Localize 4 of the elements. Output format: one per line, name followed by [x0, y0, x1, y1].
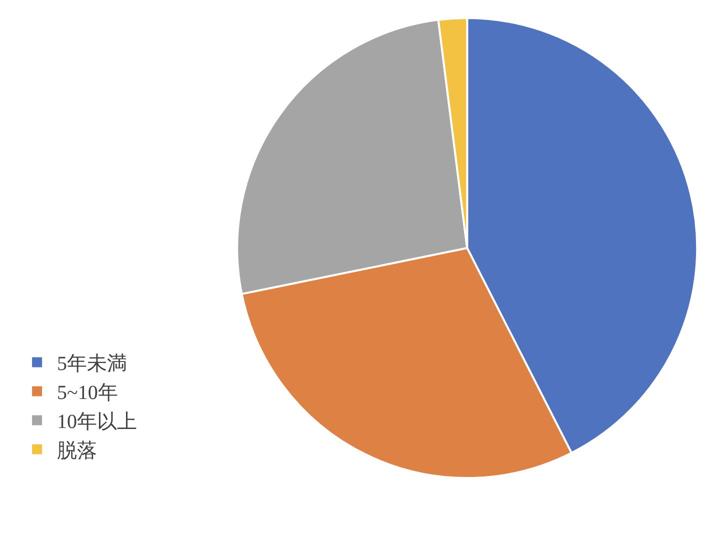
legend-label: 5~10年	[57, 382, 118, 404]
legend-label: 10年以上	[57, 411, 138, 434]
legend-label: 5年未満	[57, 353, 128, 376]
legend-label: 脱落	[57, 440, 98, 462]
